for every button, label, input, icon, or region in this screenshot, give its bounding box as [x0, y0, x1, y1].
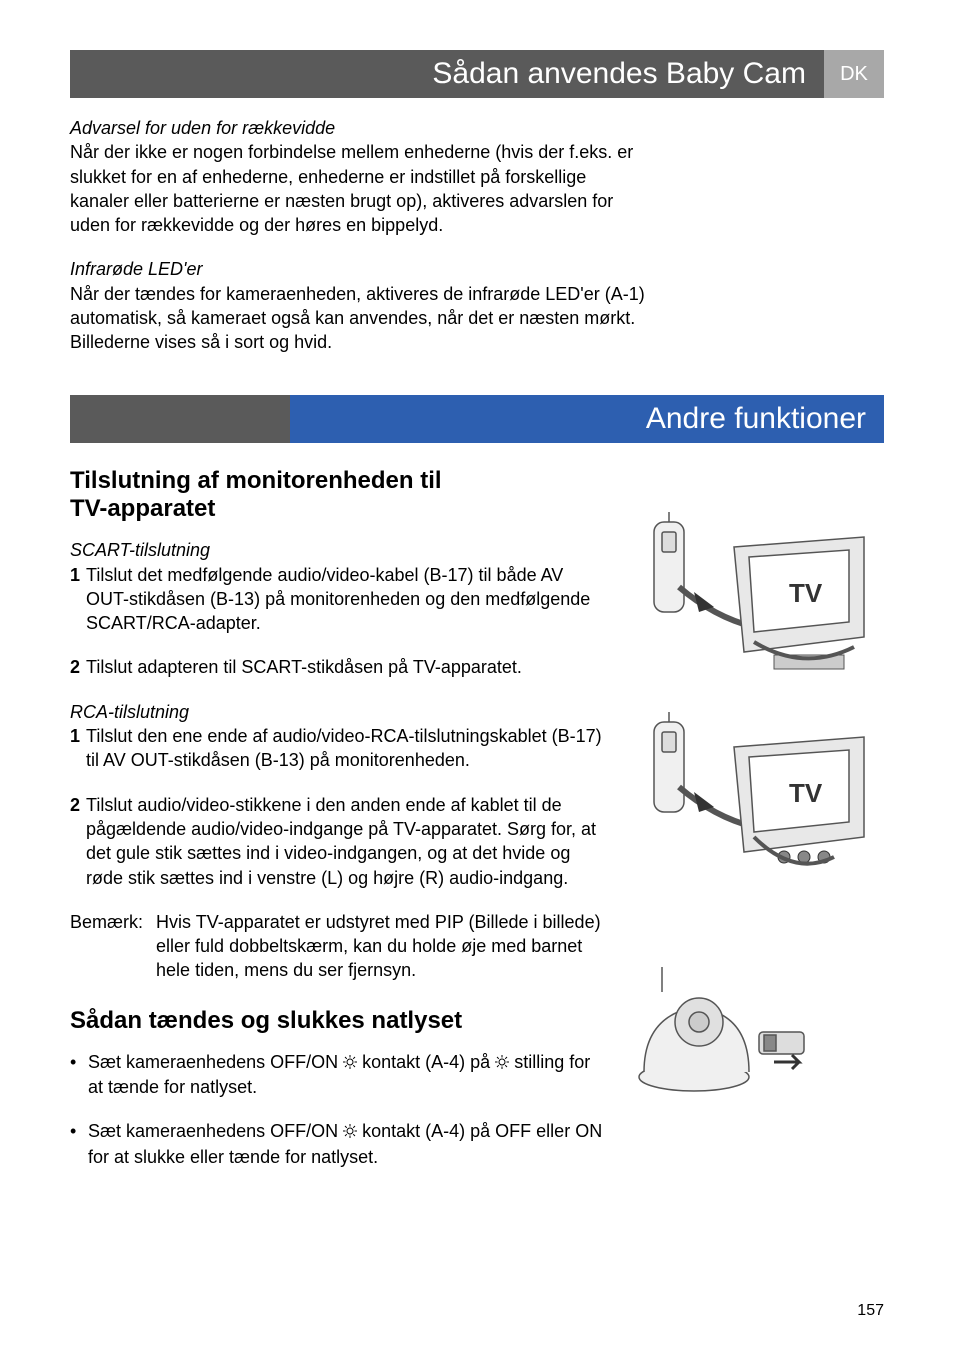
step-text: Tilslut audio/video-stikkene i den anden… — [86, 793, 604, 890]
nightlight-bullet-1: • Sæt kameraenhedens OFF/ON kontakt (A-4… — [70, 1050, 604, 1100]
page-number: 157 — [857, 1302, 884, 1320]
step-number: 1 — [70, 563, 80, 636]
scart-step-2: 2 Tilslut adapteren til SCART-stikdåsen … — [70, 655, 604, 679]
language-tag-text: DK — [840, 63, 868, 86]
header-blue-region: Andre funktioner — [290, 395, 884, 443]
scart-step-1: 1 Tilslut det medfølgende audio/video-ka… — [70, 563, 604, 636]
bullet-icon: • — [70, 1050, 82, 1100]
step-number: 2 — [70, 793, 80, 890]
step-text: Tilslut den ene ende af audio/video-RCA-… — [86, 724, 604, 773]
header-blue-title: Andre funktioner — [646, 402, 866, 436]
tv-connect-heading-line2: TV-apparatet — [70, 495, 215, 522]
header-dark-left — [70, 395, 290, 443]
note-text: Hvis TV-apparatet er udstyret med PIP (B… — [156, 910, 604, 983]
language-tag: DK — [824, 50, 884, 98]
section-infrared: Infrarøde LED'er Når der tændes for kame… — [70, 257, 650, 354]
nightlight-heading: Sådan tændes og slukkes natlyset — [70, 1007, 604, 1036]
rca-subheading: RCA-tilslutning — [70, 700, 604, 724]
header-bar-secondary: Andre funktioner — [70, 395, 884, 443]
illustration-tv-scart: TV — [624, 507, 874, 677]
rca-step-2: 2 Tilslut audio/video-stikkene i den and… — [70, 793, 604, 890]
sun-icon — [343, 1120, 357, 1144]
illustration-camera — [624, 947, 874, 1097]
scart-subheading: SCART-tilslutning — [70, 538, 604, 562]
nightlight-bullet-2: • Sæt kameraenhedens OFF/ON kontakt (A-4… — [70, 1119, 604, 1169]
header-dark-region: Sådan anvendes Baby Cam — [70, 50, 824, 98]
tv-label: TV — [789, 578, 823, 608]
infrared-heading: Infrarøde LED'er — [70, 257, 650, 281]
header-bar-primary: Sådan anvendes Baby Cam DK — [70, 50, 884, 98]
sun-icon — [495, 1051, 509, 1075]
infrared-paragraph: Når der tændes for kameraenheden, aktive… — [70, 282, 650, 355]
note-block: Bemærk: Hvis TV-apparatet er udstyret me… — [70, 910, 604, 983]
note-label: Bemærk: — [70, 910, 143, 983]
step-number: 1 — [70, 724, 80, 773]
rca-step-1: 1 Tilslut den ene ende af audio/video-RC… — [70, 724, 604, 773]
bullet-text: Sæt kameraenhedens OFF/ON kontakt (A-4) … — [88, 1050, 604, 1100]
tv-label: TV — [789, 778, 823, 808]
section-out-of-range: Advarsel for uden for rækkevidde Når der… — [70, 116, 650, 237]
bullet-icon: • — [70, 1119, 82, 1169]
step-number: 2 — [70, 655, 80, 679]
header-title: Sådan anvendes Baby Cam — [432, 57, 806, 91]
bullet-text: Sæt kameraenhedens OFF/ON kontakt (A-4) … — [88, 1119, 604, 1169]
sun-icon — [343, 1051, 357, 1075]
tv-connect-heading-line1: Tilslutning af monitorenheden til — [70, 467, 442, 494]
out-of-range-paragraph: Når der ikke er nogen forbindelse mellem… — [70, 140, 650, 237]
step-text: Tilslut adapteren til SCART-stikdåsen på… — [86, 655, 522, 679]
tv-connect-heading: Tilslutning af monitorenheden til TV-app… — [70, 467, 604, 525]
out-of-range-heading: Advarsel for uden for rækkevidde — [70, 116, 650, 140]
step-text: Tilslut det medfølgende audio/video-kabe… — [86, 563, 604, 636]
illustration-tv-rca: TV — [624, 707, 874, 877]
